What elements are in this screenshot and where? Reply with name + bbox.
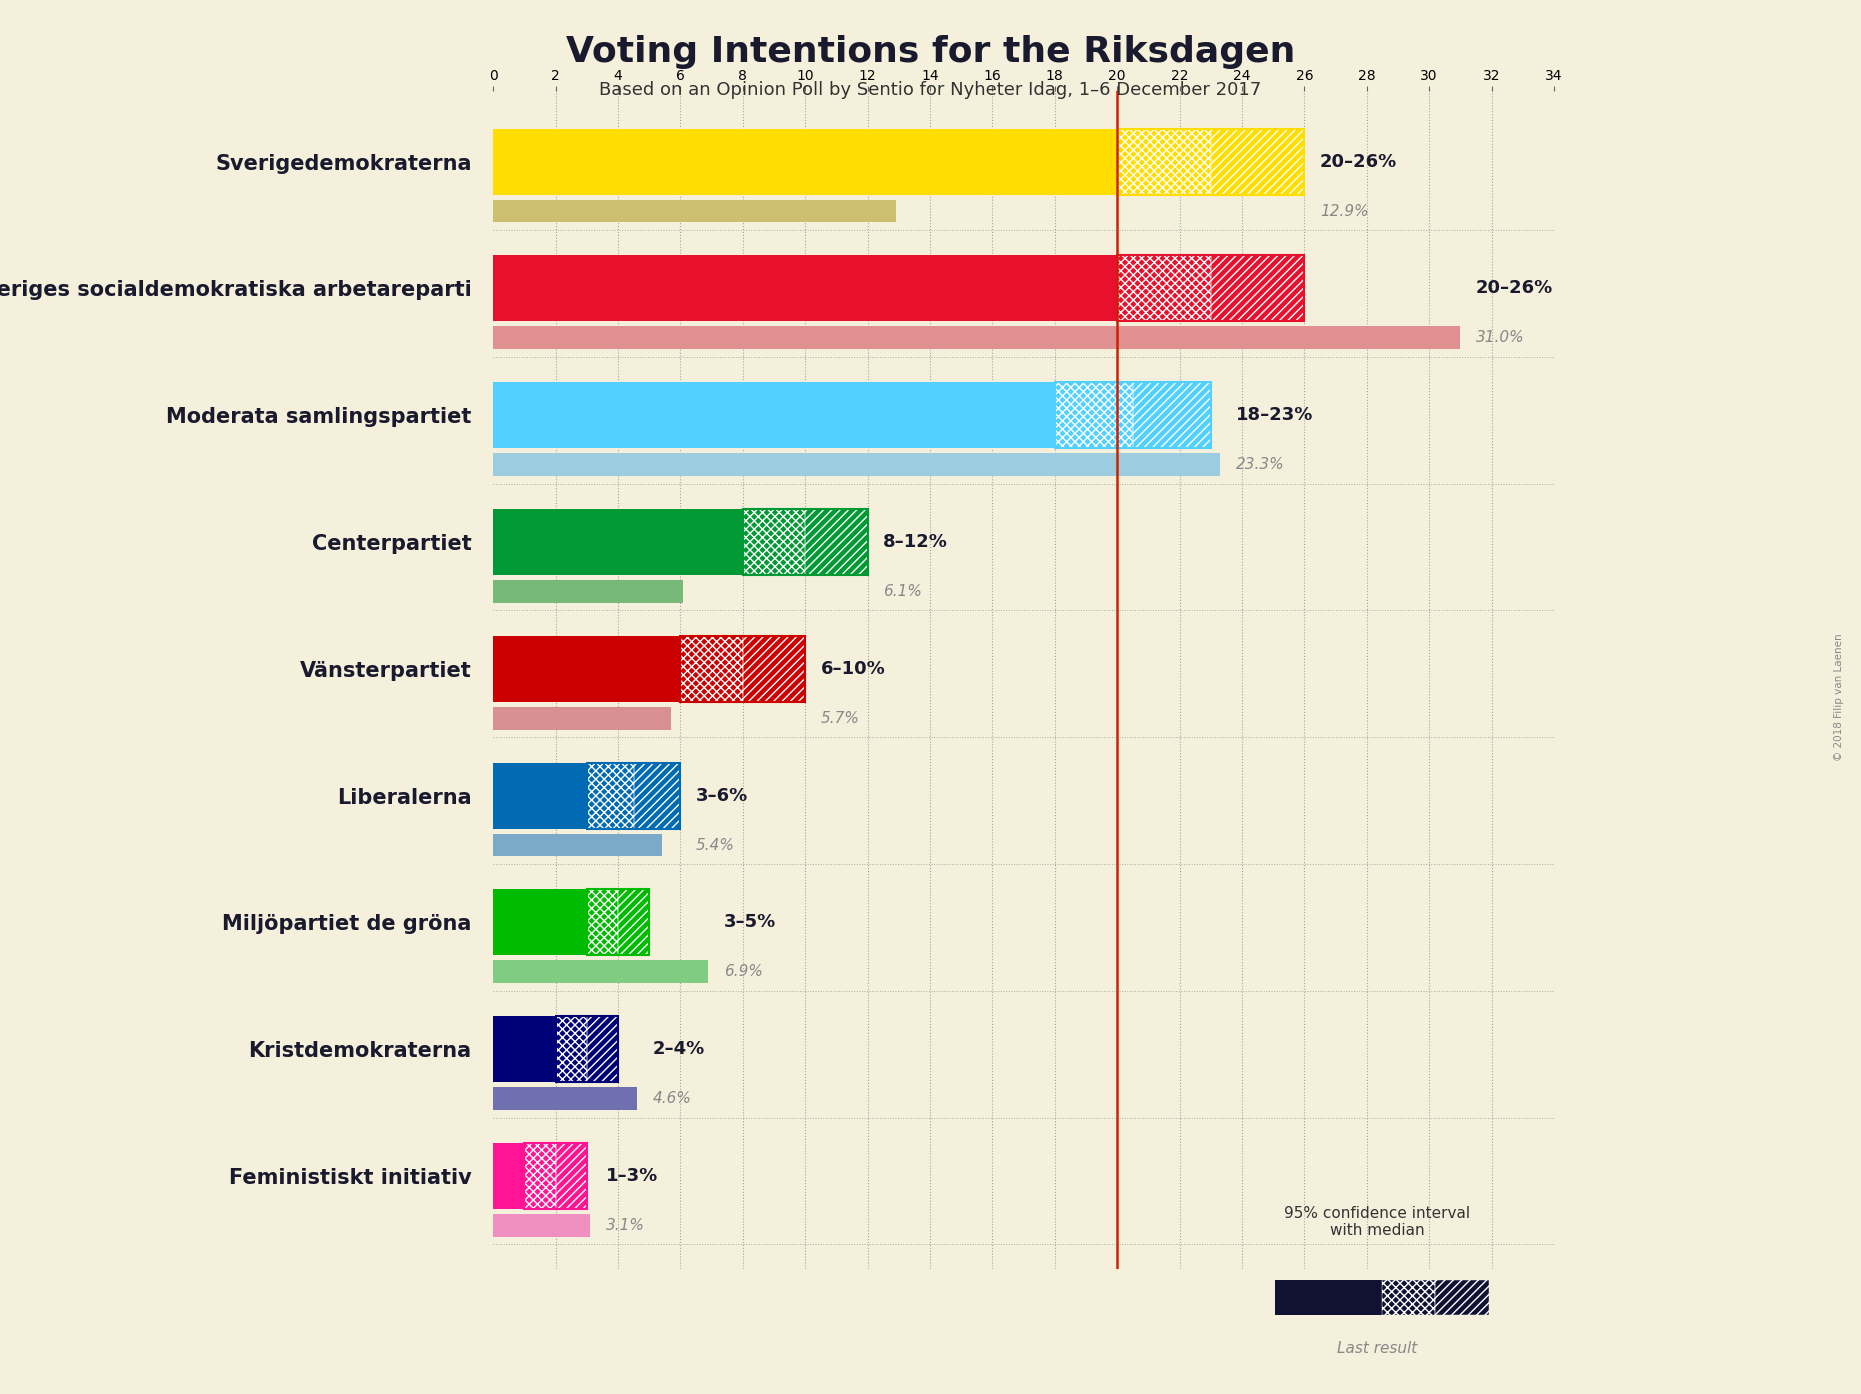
Text: 31.0%: 31.0% [1476, 330, 1524, 346]
Bar [493, 763, 586, 828]
Bar [493, 382, 1055, 449]
Bar [586, 763, 633, 828]
Bar [1435, 1280, 1489, 1316]
Text: 2–4%: 2–4% [653, 1040, 705, 1058]
Bar [493, 580, 683, 602]
Bar [681, 636, 743, 701]
Bar [1055, 382, 1212, 449]
Bar [1381, 1280, 1435, 1316]
Bar [743, 636, 806, 701]
Bar [493, 453, 1221, 477]
Bar [1117, 255, 1305, 322]
Bar [1133, 382, 1212, 449]
Bar [1117, 255, 1212, 322]
Text: 5.7%: 5.7% [821, 711, 860, 726]
Text: 6.1%: 6.1% [884, 584, 921, 599]
Text: 18–23%: 18–23% [1236, 406, 1314, 424]
Bar [586, 1016, 618, 1082]
Bar [633, 763, 681, 828]
Bar [525, 1143, 556, 1209]
Bar [1117, 128, 1212, 195]
Bar [525, 1143, 586, 1209]
Bar [806, 509, 867, 574]
Bar [1212, 128, 1305, 195]
Bar [493, 834, 663, 856]
Bar [493, 326, 1461, 350]
Bar [493, 1143, 525, 1209]
Bar [743, 509, 867, 574]
Text: 20–26%: 20–26% [1476, 279, 1554, 297]
Bar [1055, 382, 1133, 449]
Bar [681, 636, 806, 701]
Text: 95% confidence interval
with median: 95% confidence interval with median [1284, 1206, 1470, 1238]
Bar [493, 889, 586, 955]
Bar [618, 889, 649, 955]
Text: 6–10%: 6–10% [821, 659, 886, 677]
Bar [1212, 128, 1305, 195]
Text: 8–12%: 8–12% [884, 533, 947, 551]
Bar [1117, 128, 1212, 195]
Bar [1381, 1280, 1435, 1316]
Bar [493, 636, 681, 701]
Text: 12.9%: 12.9% [1319, 204, 1368, 219]
Bar [493, 707, 672, 729]
Bar [586, 1016, 618, 1082]
Text: 3–5%: 3–5% [724, 913, 776, 931]
Text: 23.3%: 23.3% [1236, 457, 1284, 473]
Bar [1435, 1280, 1489, 1316]
Bar [1055, 382, 1133, 449]
Text: 6.9%: 6.9% [724, 965, 763, 980]
Bar [493, 1087, 636, 1110]
Bar [586, 889, 618, 955]
Bar [525, 1143, 556, 1209]
Bar [493, 509, 743, 574]
Bar [806, 509, 867, 574]
Bar [493, 128, 1117, 195]
Bar [618, 889, 649, 955]
Bar [493, 960, 709, 983]
Bar [493, 1016, 556, 1082]
Bar [586, 889, 618, 955]
Bar [743, 509, 806, 574]
Text: 20–26%: 20–26% [1319, 152, 1398, 170]
Bar [1275, 1280, 1381, 1316]
Bar [493, 1214, 590, 1236]
Text: 4.6%: 4.6% [653, 1092, 690, 1105]
Bar [633, 763, 681, 828]
Bar [1212, 255, 1305, 322]
Text: Based on an Opinion Poll by Sentio for Nyheter Idag, 1–6 December 2017: Based on an Opinion Poll by Sentio for N… [599, 81, 1262, 99]
Bar [586, 889, 649, 955]
Bar [586, 763, 633, 828]
Text: 5.4%: 5.4% [696, 838, 735, 853]
Bar [1212, 255, 1305, 322]
Bar [556, 1143, 586, 1209]
Bar [1117, 255, 1212, 322]
Bar [556, 1016, 586, 1082]
Bar [556, 1016, 586, 1082]
Bar [493, 199, 895, 223]
Bar [493, 255, 1117, 322]
Text: 3–6%: 3–6% [696, 786, 748, 804]
Bar [1133, 382, 1212, 449]
Bar [556, 1143, 586, 1209]
Text: 3.1%: 3.1% [605, 1218, 644, 1232]
Bar [681, 636, 743, 701]
Text: Voting Intentions for the Riksdagen: Voting Intentions for the Riksdagen [566, 35, 1295, 68]
Text: Last result: Last result [1336, 1341, 1418, 1356]
Text: 1–3%: 1–3% [605, 1167, 657, 1185]
Bar [743, 636, 806, 701]
Bar [556, 1016, 618, 1082]
Bar [586, 763, 681, 828]
Bar [743, 509, 806, 574]
Bar [1117, 128, 1305, 195]
Text: © 2018 Filip van Laenen: © 2018 Filip van Laenen [1833, 633, 1844, 761]
